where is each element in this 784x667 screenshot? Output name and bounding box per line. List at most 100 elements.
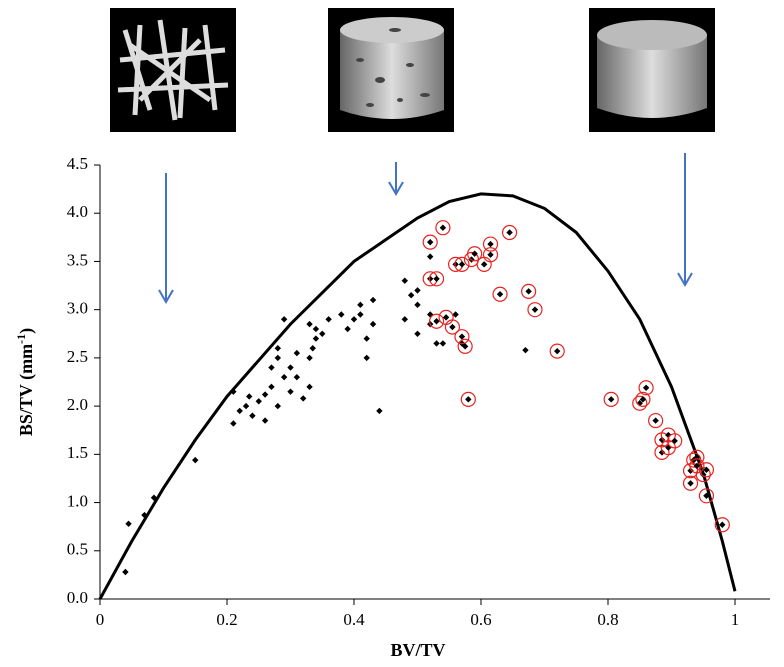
point [261,391,269,398]
point [414,301,421,309]
point [230,388,237,395]
arrows [158,153,693,304]
point [427,275,434,283]
point [246,393,253,400]
render-solid [589,8,715,132]
highlight-ring [428,313,445,329]
point [287,364,294,371]
y-tick-label: 4.5 [67,154,88,173]
point [274,354,281,362]
y-tick-label: 2.5 [67,347,88,366]
point [427,253,434,260]
point [433,275,440,283]
point [658,436,666,444]
point [703,492,710,500]
x-tick-label: 1 [731,610,740,629]
highlight-ring [454,256,470,272]
point [642,384,650,391]
y-axis-title: BS/TV (mm-1) [14,328,37,436]
point [150,494,158,501]
render-trabecular [110,8,236,132]
highlight-ring [435,220,451,236]
point [658,449,666,456]
y-tick-label: 1.0 [67,491,88,510]
highlight-ring [482,247,499,263]
highlight-ring [501,224,518,241]
point [531,306,539,313]
point [522,346,529,354]
point [407,292,415,299]
point [242,402,250,410]
x-axis-title: BV/TV [390,640,445,660]
y-axis-title-text: BS/TV (mm [16,344,37,436]
point [639,396,647,403]
point [300,395,307,402]
point [665,444,672,451]
highlight-ring [492,286,508,302]
point [287,388,294,395]
point [449,323,456,331]
highlight-ring [457,338,473,354]
point [312,325,320,333]
point [525,288,532,295]
point [687,467,694,474]
point [433,340,440,347]
point [293,373,301,381]
highlight-ring [648,412,664,429]
point [719,521,726,528]
point [319,330,326,337]
y-tick-label: 0.0 [67,588,88,607]
point [496,291,504,298]
y-tick-label: 3.0 [67,299,88,318]
highlight-ring [638,380,654,396]
point [236,407,243,415]
highlight-ring [422,234,438,250]
point [141,511,148,519]
point [192,456,199,464]
highlight-ring [460,391,476,407]
point [363,354,370,362]
point [487,251,494,258]
y-tick-label: 2.0 [67,395,88,414]
point [268,383,275,391]
point [306,383,313,391]
x-tick-label: 0 [96,610,105,629]
point [401,316,408,323]
highlight-ring [521,283,537,299]
point [350,316,358,323]
x-tick-label: 0.4 [343,610,365,629]
highlight-ring [527,302,543,318]
highlight-ring [482,236,499,252]
y-tick-label: 0.5 [67,540,88,559]
point [671,437,678,445]
point [442,314,450,321]
point [427,238,434,246]
point [357,311,364,318]
point [309,345,316,352]
point [687,480,694,487]
point [325,316,332,323]
highlight-ring [667,433,683,449]
point [230,420,237,427]
point [693,462,701,470]
point [280,316,288,323]
point [607,396,615,403]
point [703,466,710,473]
y-axis-title-end: ) [16,328,37,334]
model-curve [98,192,737,600]
point [480,261,488,268]
point [306,354,313,362]
highlight-ring [695,466,711,483]
x-tick-label: 0.8 [597,610,618,629]
highlight-ring [454,329,470,345]
point [401,277,408,284]
highlight-ring [632,395,648,411]
point [363,335,370,342]
point [268,364,275,371]
highlight-ring [549,343,565,359]
point [414,287,421,294]
highlight-ring [444,319,461,335]
point [274,345,281,352]
point [471,250,478,257]
